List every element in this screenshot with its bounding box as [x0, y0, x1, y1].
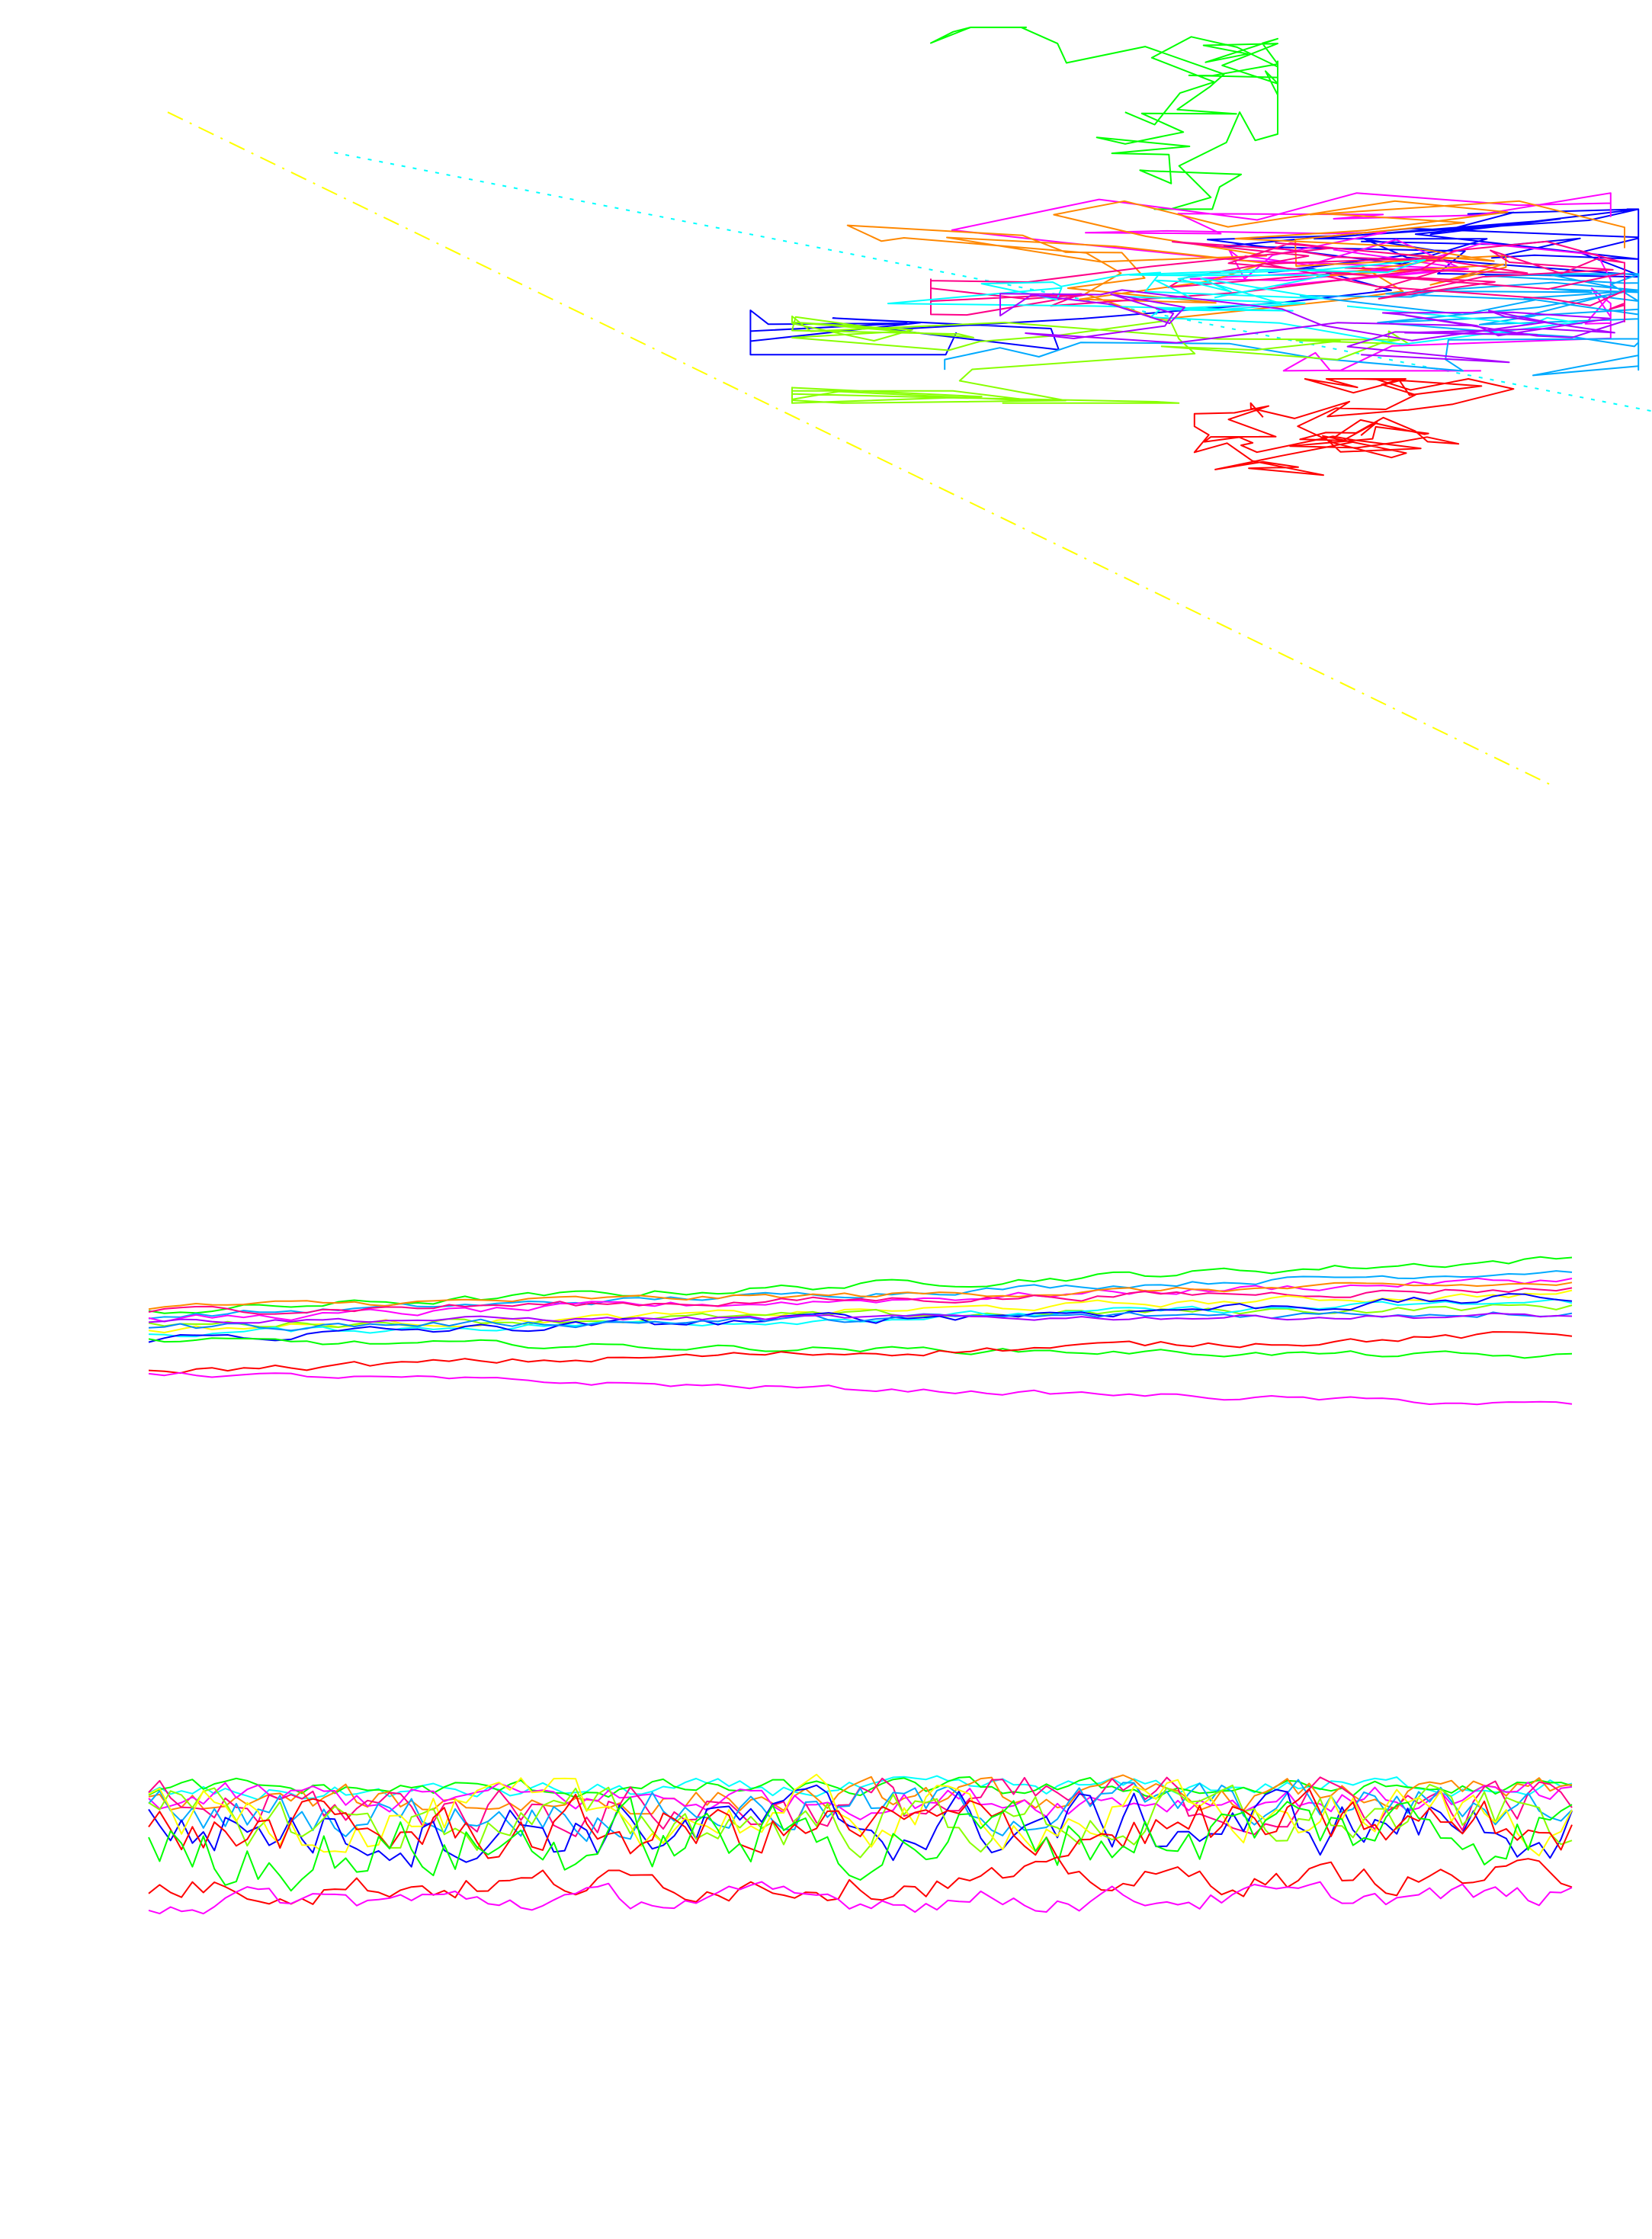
noisy-series-3: [148, 1774, 1573, 1815]
fit-line-1: [167, 111, 1556, 788]
smooth-series-11: [148, 1312, 1573, 1324]
noisy-series-13: [148, 1881, 1573, 1915]
noisy-series-5: [148, 1776, 1573, 1837]
trajectory-series-2: [1193, 378, 1515, 476]
trajectory-series-1: [930, 26, 1278, 210]
smooth-series-12: [148, 1337, 1573, 1359]
smooth-series-6: [148, 1289, 1573, 1333]
noisy-series-12: [148, 1856, 1573, 1905]
trajectory-series-10: [999, 289, 1625, 364]
smooth-series-10: [148, 1311, 1573, 1332]
scatter-trajectory-panel: [0, 0, 1652, 839]
smooth-series-1: [148, 1256, 1573, 1314]
trajectory-series-6: [944, 273, 1640, 377]
noisy-series-6: [148, 1779, 1573, 1843]
smooth-series-4: [148, 1281, 1573, 1310]
smooth-series-5: [148, 1287, 1573, 1315]
trajectory-series-5: [846, 200, 1625, 321]
smooth-series-14: [148, 1371, 1573, 1406]
noisy-series-7: [148, 1784, 1573, 1868]
smooth-series-9: [148, 1293, 1573, 1343]
smooth-series-3: [148, 1277, 1573, 1323]
noisy-series-plot: [148, 1773, 1573, 1915]
smooth-series-panel: [0, 1235, 1652, 1479]
noisy-series-9: [148, 1773, 1573, 1857]
noisy-series-4: [148, 1782, 1573, 1820]
noisy-series-panel: [0, 1723, 1652, 1982]
smooth-series-plot: [148, 1256, 1573, 1406]
trajectory-plot: [167, 26, 1652, 788]
smooth-series-13: [148, 1331, 1573, 1375]
noisy-series-2: [148, 1775, 1573, 1800]
noisy-series-11: [148, 1796, 1573, 1892]
trajectory-series-9: [887, 258, 1583, 345]
smooth-series-7: [148, 1304, 1573, 1328]
